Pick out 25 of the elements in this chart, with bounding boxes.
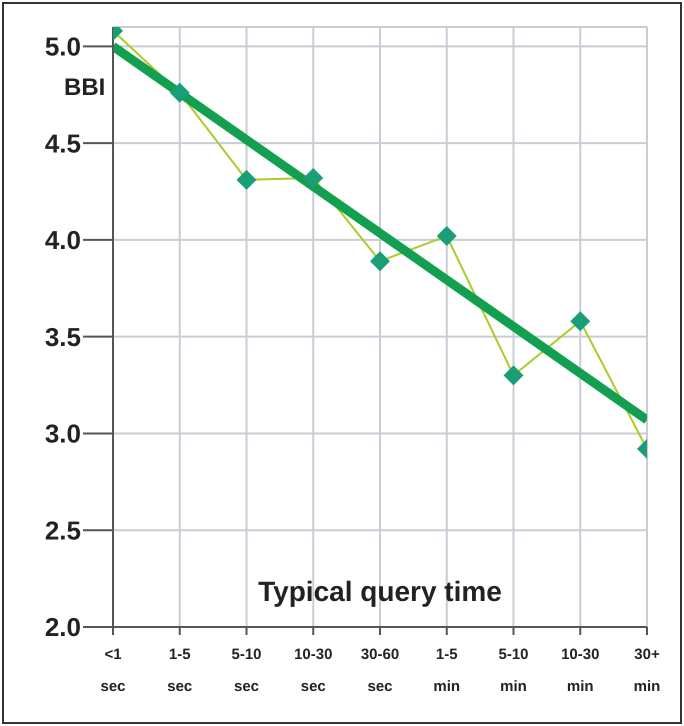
y-tick-label: 3.0 (44, 418, 81, 449)
x-tick-label: <1 sec (100, 646, 126, 695)
point (370, 251, 390, 272)
y-axis-title: BBI (64, 74, 106, 102)
point (236, 170, 256, 190)
point (504, 365, 524, 386)
x-tick-label: 10-30 min (561, 646, 600, 695)
point (570, 311, 590, 332)
y-tick-label: 2.5 (44, 515, 81, 546)
x-tick-label: 5-10 sec (231, 646, 262, 695)
x-axis-title: Typical query time (257, 576, 503, 608)
y-tick-label: 4.5 (44, 128, 81, 158)
y-tick-label: 2.0 (44, 612, 81, 642)
point (436, 226, 457, 246)
x-tick-label: 30+ min (634, 646, 660, 695)
point (303, 168, 324, 188)
x-tick-label: 1-5 min (433, 646, 460, 695)
x-tick-label: 1-5 sec (167, 646, 192, 695)
x-tick-label: 5-10 min (498, 646, 529, 695)
y-tick-label: 3.5 (44, 322, 81, 352)
x-tick-label: 10-30 sec (294, 646, 332, 695)
x-tick-label: 30-60 sec (360, 646, 400, 695)
y-tick-label: 5.0 (44, 32, 81, 62)
y-tick-label: 4.0 (44, 225, 81, 256)
point (170, 82, 190, 103)
